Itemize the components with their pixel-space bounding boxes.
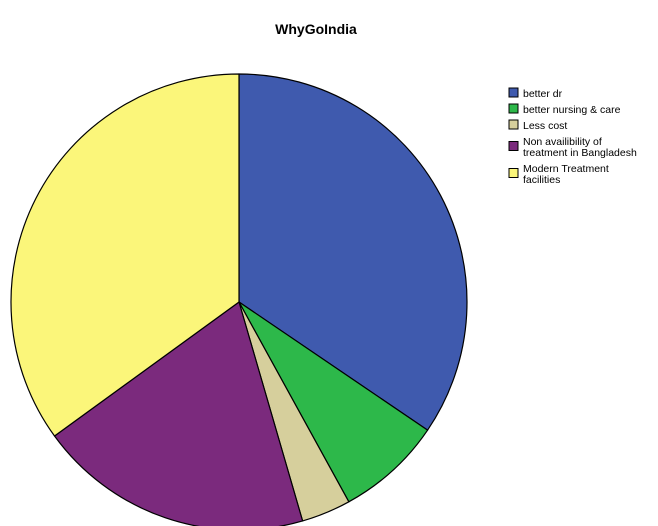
- legend-label-modern-treatment-facilities-line-1: Modern Treatment: [523, 163, 609, 175]
- legend-item-better-nursing-and-care: better nursing & care: [508, 103, 621, 116]
- legend-swatch-less-cost: [508, 119, 519, 130]
- legend-item-better-dr: better dr: [508, 87, 563, 100]
- legend-label-better-nursing-and-care: better nursing & care: [523, 104, 621, 116]
- legend-label-non-availibility-of-treatment-in-bangladesh-line-1: Non availibility of: [523, 136, 602, 148]
- legend-swatch-non-availibility-of-treatment-in-bangladesh: [508, 141, 519, 151]
- pie-slice-better-dr: [238, 73, 468, 431]
- legend-label-modern-treatment-facilities-line-2: facilities: [523, 174, 560, 186]
- chart-title: WhyGoIndia: [275, 21, 357, 37]
- pie-slice-modern-treatment-facilities: [10, 73, 240, 437]
- legend-item-less-cost: Less cost: [508, 119, 567, 132]
- pie-slice-non-availibility-of-treatment-in-bangladesh: [53, 301, 304, 526]
- pie-slice-better-nursing-and-care: [238, 301, 429, 503]
- legend-swatch-modern-treatment-facilities: [508, 168, 519, 178]
- legend-swatch-better-dr: [508, 87, 519, 98]
- legend-label-non-availibility-of-treatment-in-bangladesh-line-2: treatment in Bangladesh: [523, 147, 637, 159]
- pie-slices: [10, 73, 468, 526]
- legend-label-better-dr: better dr: [523, 88, 563, 100]
- legend-swatch-better-nursing-and-care: [508, 103, 519, 114]
- legend-label-less-cost: Less cost: [523, 120, 567, 132]
- legend: better dr better nursing & care Less cost N…: [508, 87, 637, 186]
